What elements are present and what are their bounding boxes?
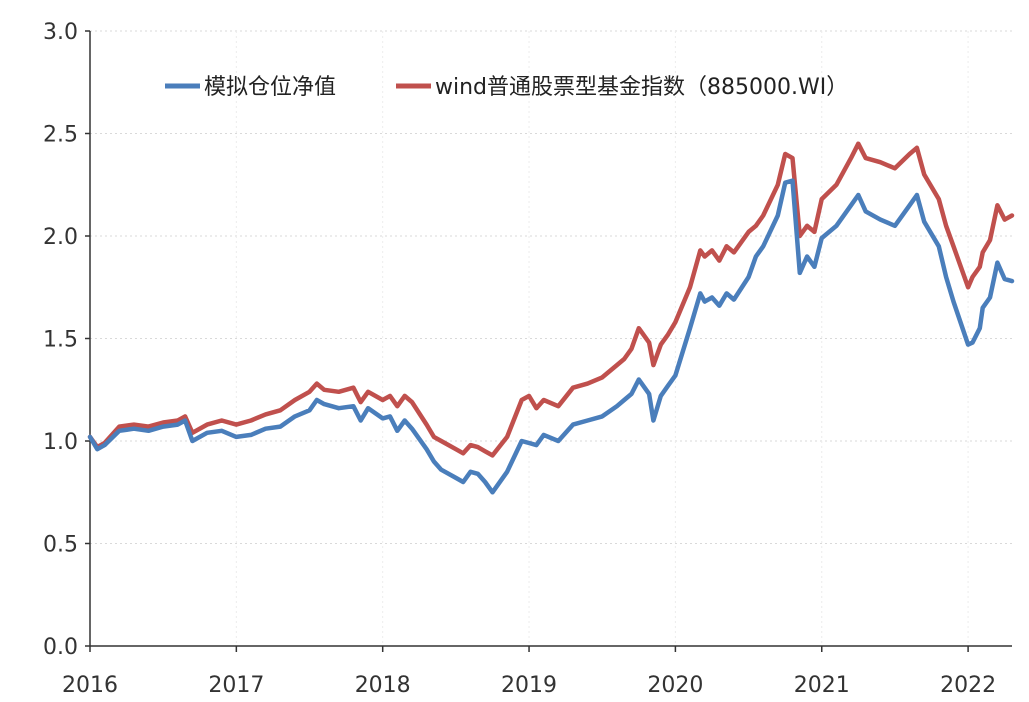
x-tick-label: 2017 — [208, 673, 264, 698]
series-line-0 — [87, 178, 1015, 495]
legend-label-series-1: wind普通股票型基金指数（885000.WI） — [435, 75, 848, 100]
x-tick-label: 2018 — [355, 673, 411, 698]
x-tick-label: 2020 — [647, 673, 703, 698]
legend-label-series-0: 模拟仓位净值 — [204, 75, 336, 100]
y-tick-label: 1.5 — [43, 328, 78, 353]
y-tick-label: 2.5 — [43, 123, 78, 148]
y-tick-label: 2.0 — [43, 225, 78, 250]
x-tick-label: 2021 — [794, 673, 850, 698]
series-layer — [87, 141, 1015, 495]
y-tick-labels: 0.0 0.5 1.0 1.5 2.0 2.5 3.0 — [43, 20, 90, 660]
y-tick-label: 1.0 — [43, 430, 78, 455]
x-tick-labels: 2016 2017 2018 2019 2020 2021 2022 — [62, 646, 996, 698]
x-tick-label: 2019 — [501, 673, 557, 698]
series-line-1 — [87, 141, 1015, 458]
x-tick-label: 2016 — [62, 673, 118, 698]
legend: 模拟仓位净值 wind普通股票型基金指数（885000.WI） — [165, 75, 848, 100]
y-tick-label: 0.5 — [43, 533, 78, 558]
y-tick-label: 0.0 — [43, 635, 78, 660]
y-tick-label: 3.0 — [43, 20, 78, 45]
gridlines — [89, 30, 1012, 646]
x-tick-label: 2022 — [940, 673, 996, 698]
